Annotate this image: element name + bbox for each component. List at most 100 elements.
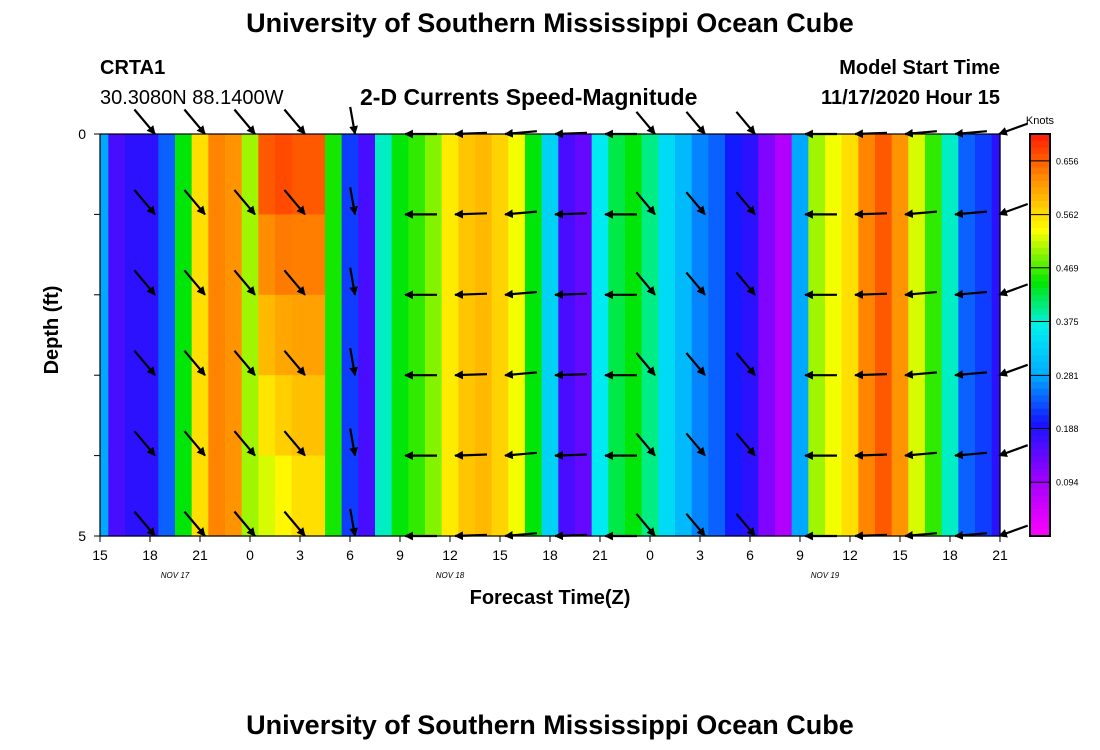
current-vector-arrow <box>735 271 756 296</box>
colorbar-swatch <box>1030 167 1050 175</box>
heat-cell <box>425 214 443 296</box>
heat-cell <box>791 294 809 376</box>
current-vector-arrow <box>233 349 256 376</box>
heat-cell <box>791 214 809 296</box>
heat-cell <box>491 134 509 215</box>
heat-cell <box>308 294 326 376</box>
heat-cell <box>825 375 843 457</box>
heat-cell <box>441 134 459 215</box>
heat-cell <box>958 214 976 296</box>
heat-cell <box>858 294 876 376</box>
heat-cell <box>158 134 176 215</box>
heat-cell <box>175 134 193 215</box>
current-vector-arrow <box>349 347 358 377</box>
colorbar-swatch <box>1030 160 1050 169</box>
heat-cell <box>808 375 826 457</box>
colorbar-swatch <box>1030 428 1050 437</box>
current-vector-arrow <box>685 271 706 296</box>
heat-cell <box>475 375 493 457</box>
heat-cell <box>158 455 176 537</box>
x-tick-label: 15 <box>92 547 108 563</box>
y-axis-label: Depth (ft) <box>41 286 63 375</box>
heat-cell <box>141 375 159 457</box>
current-vectors <box>133 106 1029 541</box>
colorbar-tick-label: 0.375 <box>1056 317 1079 327</box>
colorbar-frame <box>1029 133 1051 537</box>
heat-cell <box>908 375 926 457</box>
heat-cell <box>725 214 743 296</box>
colorbar-swatch <box>1030 147 1050 155</box>
heat-cell <box>725 294 743 376</box>
colorbar-swatch <box>1030 482 1050 490</box>
heat-cell <box>808 134 826 215</box>
heat-cell <box>591 214 609 296</box>
current-vector-arrow <box>133 349 156 376</box>
heat-cell <box>341 134 359 215</box>
heat-cell <box>441 294 459 376</box>
heat-cell <box>241 134 259 215</box>
heat-cell <box>141 455 159 537</box>
heat-cell <box>291 294 309 376</box>
heat-cell <box>691 375 709 457</box>
heat-cell <box>225 294 243 376</box>
heat-cell <box>908 214 926 296</box>
current-vector-arrow <box>998 363 1029 377</box>
heat-cell <box>425 375 443 457</box>
heat-cell <box>825 455 843 537</box>
heat-cell <box>541 134 559 215</box>
heat-cell <box>925 134 943 215</box>
heat-cell <box>908 294 926 376</box>
date-label: NOV 19 <box>811 571 840 580</box>
colorbar-swatch <box>1030 194 1050 202</box>
heat-cell <box>408 134 426 215</box>
heat-cell <box>341 214 359 296</box>
heat-cell <box>391 294 409 376</box>
heat-cell <box>908 134 926 215</box>
heat-cell <box>208 455 226 537</box>
heat-cell <box>975 214 993 296</box>
heat-cell <box>291 455 309 537</box>
colorbar-swatch <box>1030 154 1050 162</box>
heat-cell <box>525 294 543 376</box>
heat-cell <box>641 375 659 457</box>
colorbar-swatch <box>1030 415 1050 423</box>
heat-cell <box>525 214 543 296</box>
heat-cell <box>558 294 576 376</box>
current-vector-arrow <box>183 108 206 135</box>
current-vector-arrow <box>904 370 937 379</box>
current-vector-arrow <box>133 430 156 457</box>
heat-cell <box>425 134 443 215</box>
colorbar-tick-label: 0.562 <box>1056 210 1079 220</box>
heat-cell <box>391 455 409 537</box>
current-vector-arrow <box>998 202 1029 216</box>
heat-cell <box>708 455 726 537</box>
heat-cell <box>508 214 526 296</box>
heat-cell <box>941 455 959 537</box>
heat-cell <box>575 294 593 376</box>
heat-cell <box>291 375 309 457</box>
colorbar-swatch <box>1030 214 1050 222</box>
heat-cell <box>158 375 176 457</box>
heat-cell <box>991 214 1001 296</box>
heat-cell <box>241 214 259 296</box>
heat-cell <box>508 455 526 537</box>
current-vector-arrow <box>635 513 656 537</box>
heat-cell <box>391 214 409 296</box>
current-vector-arrow <box>735 513 756 537</box>
heat-cell <box>341 294 359 376</box>
current-vector-arrow <box>283 349 306 376</box>
current-vector-arrow <box>349 267 358 296</box>
heat-cell <box>675 455 693 537</box>
colorbar-swatch <box>1030 308 1050 316</box>
heat-cell <box>608 214 626 296</box>
heat-cell <box>741 294 759 376</box>
heat-cell <box>925 294 943 376</box>
current-vector-arrow <box>283 269 306 296</box>
current-vector-arrow <box>554 209 588 219</box>
heat-cell <box>858 134 876 215</box>
current-vector-arrow <box>854 209 888 219</box>
colorbar-swatch <box>1030 234 1050 242</box>
heat-cell <box>525 375 543 457</box>
heat-cell <box>458 134 476 215</box>
